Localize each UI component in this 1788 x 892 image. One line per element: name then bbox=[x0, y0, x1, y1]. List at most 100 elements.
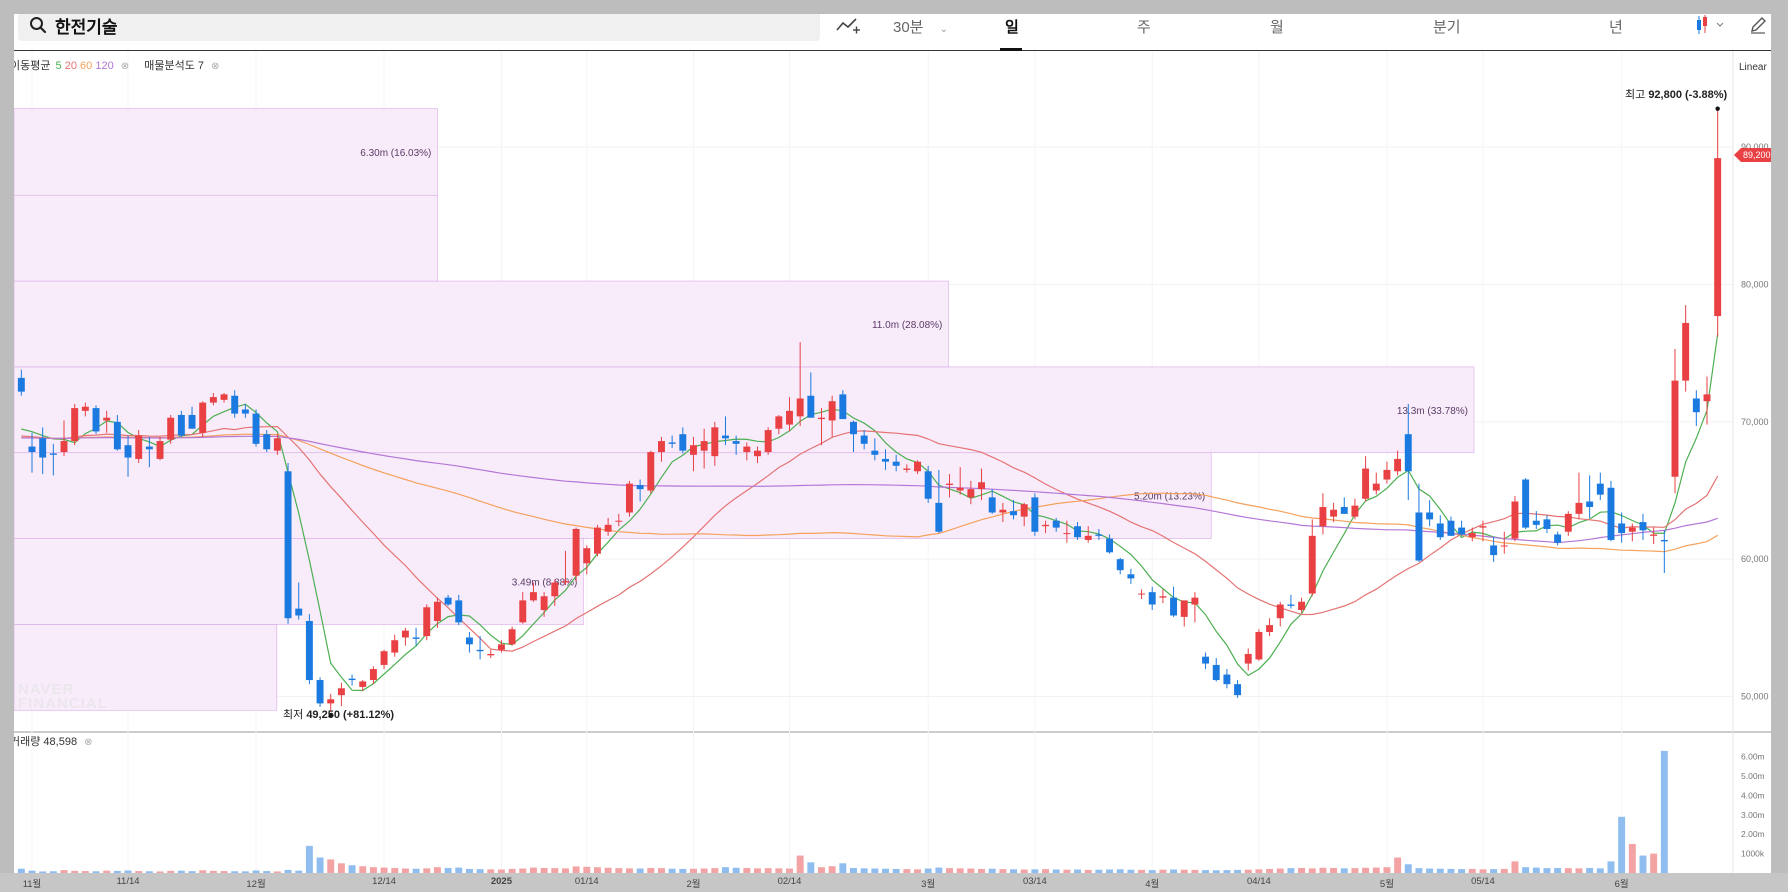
candle-up bbox=[700, 441, 708, 451]
candle-down bbox=[1596, 483, 1604, 495]
tab-year[interactable]: 년 bbox=[1609, 19, 1623, 36]
candle-down bbox=[145, 446, 153, 450]
volume-bar bbox=[754, 868, 761, 873]
volume-bar bbox=[1031, 869, 1039, 873]
volume-bar bbox=[39, 871, 47, 873]
candle-up bbox=[1362, 468, 1370, 499]
candle-down bbox=[1116, 559, 1124, 571]
tab-quarter[interactable]: 분기 bbox=[1433, 19, 1461, 36]
candle-down bbox=[732, 441, 740, 444]
candle-up bbox=[1383, 469, 1391, 480]
volume-bar bbox=[369, 867, 377, 873]
candle-up bbox=[156, 441, 164, 459]
candle-up bbox=[433, 601, 441, 621]
volume-bar bbox=[177, 870, 185, 873]
volume-profile-label: 6.30m (16.03%) bbox=[360, 148, 431, 159]
volume-bars bbox=[17, 750, 1668, 873]
candle-up bbox=[754, 450, 761, 457]
candle-up bbox=[978, 482, 985, 490]
candle-up bbox=[657, 441, 665, 453]
candle-down bbox=[252, 413, 260, 444]
volume-bar bbox=[1500, 868, 1508, 873]
candle-up bbox=[1575, 502, 1583, 514]
tab-week[interactable]: 주 bbox=[1137, 19, 1151, 36]
candle-down bbox=[882, 458, 889, 462]
volume-bar bbox=[1308, 868, 1316, 873]
candle-up bbox=[764, 430, 772, 453]
interval-select[interactable]: 30분 ⌄ bbox=[893, 16, 948, 37]
price-tick-label: 50,000 bbox=[1741, 692, 1769, 702]
volume-bar bbox=[1127, 869, 1135, 873]
search-box[interactable]: 한전기술 bbox=[18, 9, 820, 41]
candle-up bbox=[103, 417, 111, 421]
interval-label: 30분 bbox=[893, 19, 924, 36]
low-value: 49,250 (+81.12%) bbox=[306, 709, 395, 721]
close-icon[interactable]: ⊗ bbox=[84, 737, 93, 748]
candle-down bbox=[49, 453, 57, 455]
volume-bar bbox=[786, 868, 793, 873]
candle-up bbox=[796, 398, 804, 417]
volume-bar bbox=[49, 871, 57, 873]
line-chart-icon[interactable] bbox=[835, 14, 861, 36]
volume-bar bbox=[1404, 864, 1412, 873]
close-icon[interactable]: ⊗ bbox=[211, 61, 220, 72]
candle-up bbox=[519, 600, 527, 623]
pencil-icon[interactable] bbox=[1748, 15, 1768, 35]
volume-tick-label: 3.00m bbox=[1741, 810, 1765, 820]
candle-down bbox=[988, 497, 996, 513]
candle-up bbox=[604, 524, 612, 532]
volume-bar bbox=[295, 870, 303, 873]
watermark: NAVER FINANCIAL bbox=[18, 682, 108, 711]
candle-down bbox=[1031, 497, 1039, 532]
volume-bar bbox=[988, 868, 996, 873]
tab-day[interactable]: 일 bbox=[1005, 19, 1019, 36]
volume-label: 거래량 48,598 bbox=[10, 736, 78, 748]
price-chart[interactable]: 3.49m (8.88%) 5.20m (13.23%) 13.3m (33.78%… bbox=[14, 51, 1771, 873]
volume-bar bbox=[1351, 868, 1359, 873]
candle-down bbox=[1447, 520, 1455, 536]
x-tick-label: 5월 bbox=[1379, 879, 1394, 890]
volume-bar bbox=[337, 863, 345, 873]
volume-bar bbox=[60, 870, 68, 873]
axes: 50,000 60,000 70,000 80,000 90,000 1000k 2.00m… bbox=[1741, 142, 1769, 858]
search-icon bbox=[30, 17, 47, 34]
candle-down bbox=[1490, 545, 1498, 556]
candle-down bbox=[1202, 656, 1210, 664]
candle-down bbox=[668, 442, 676, 444]
volume-bar bbox=[903, 869, 911, 873]
candle-up bbox=[1042, 524, 1050, 527]
volume-legend[interactable]: 거래량 48,598 ⊗ bbox=[10, 733, 93, 749]
ma-legend[interactable]: 이동평균 5 20 60 120 ⊗ 매물분석도 7 ⊗ bbox=[10, 57, 219, 73]
candle-up bbox=[359, 681, 367, 687]
candle-up bbox=[1682, 322, 1690, 381]
volume-bar bbox=[689, 868, 697, 873]
ma-120: 120 bbox=[95, 60, 114, 72]
volume-bar bbox=[1586, 867, 1594, 873]
candle-down bbox=[860, 435, 868, 444]
candle-up bbox=[1298, 601, 1306, 611]
tab-month[interactable]: 월 bbox=[1270, 19, 1284, 36]
scale-label[interactable]: Linear bbox=[1739, 62, 1767, 73]
volume-bar bbox=[188, 871, 196, 873]
candle-up bbox=[1159, 596, 1167, 598]
candle-down bbox=[1458, 527, 1466, 535]
candle-up bbox=[1266, 625, 1274, 632]
close-icon[interactable]: ⊗ bbox=[120, 61, 130, 72]
price-tick-label: 60,000 bbox=[1741, 554, 1769, 564]
candle-down bbox=[1074, 526, 1082, 538]
volume-bar bbox=[850, 867, 857, 873]
candle-up bbox=[1191, 597, 1199, 605]
volume-bar bbox=[529, 867, 537, 873]
candle-up bbox=[1468, 533, 1476, 538]
volume-bar bbox=[1191, 869, 1199, 873]
ma-20: 20 bbox=[64, 60, 77, 72]
volume-bar bbox=[1490, 869, 1498, 873]
top-frame bbox=[0, 0, 1788, 14]
volume-bar bbox=[743, 867, 751, 873]
x-tick-label: 11월 bbox=[22, 879, 42, 890]
ma-label: 이동평균 bbox=[10, 60, 51, 72]
candle-type-icon[interactable] bbox=[1695, 14, 1727, 36]
volume-bar bbox=[391, 867, 399, 873]
candle-up bbox=[1180, 600, 1188, 617]
candle-up bbox=[220, 394, 228, 400]
